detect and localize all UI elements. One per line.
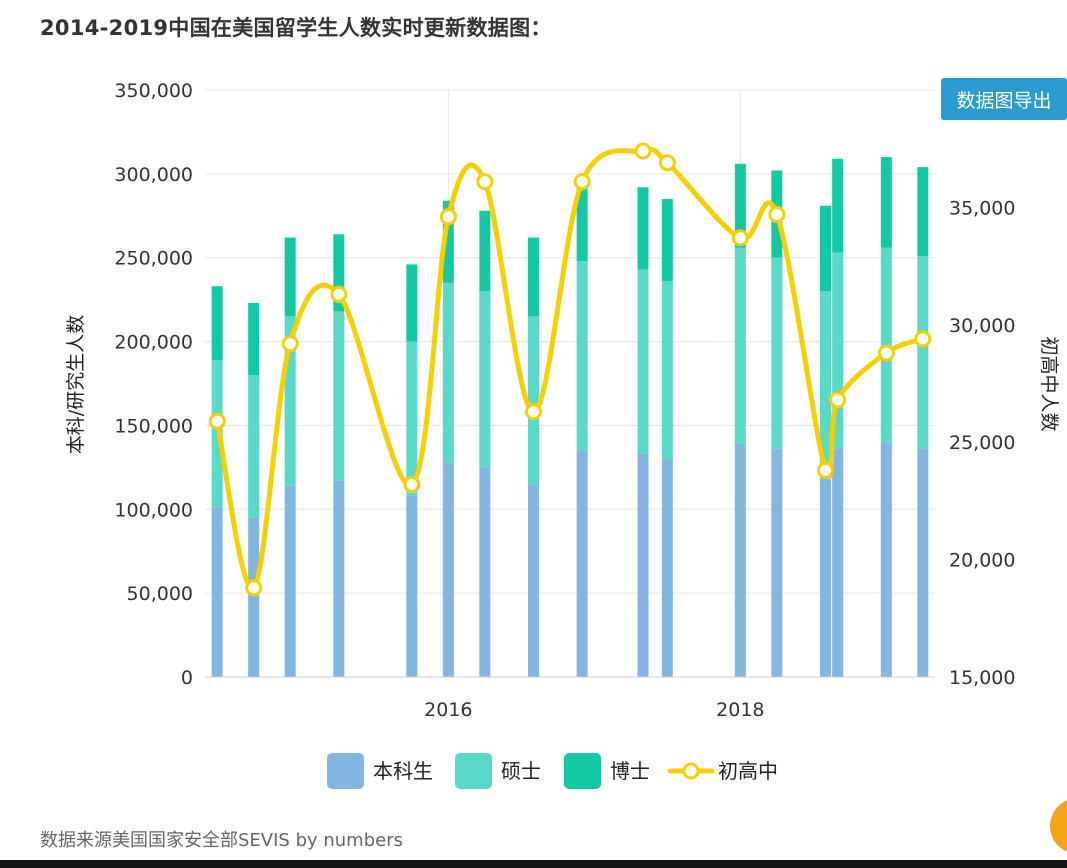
bottom-bar: [0, 860, 1067, 868]
line-point: [658, 154, 676, 172]
legend-label: 初高中: [718, 759, 778, 783]
bar-undergrad: [771, 448, 783, 677]
legend-swatch: [327, 753, 364, 789]
left-axis-title: 本科/研究生人数: [65, 315, 87, 454]
left-tick-label: 350,000: [114, 80, 193, 102]
bar-undergrad: [917, 448, 929, 677]
line-point: [768, 205, 786, 223]
floating-action-button[interactable]: [1050, 798, 1067, 854]
line-point: [525, 403, 542, 421]
line-point: [476, 173, 494, 191]
bar-phd: [211, 286, 223, 361]
legend-label: 硕士: [501, 759, 541, 783]
legend-label: 博士: [610, 759, 650, 783]
bar-master: [528, 316, 539, 485]
bar-phd: [917, 167, 929, 257]
bar-undergrad: [576, 450, 588, 677]
export-chart-button[interactable]: 数据图导出: [941, 78, 1067, 120]
bar-master: [832, 252, 844, 449]
bar-undergrad: [479, 467, 491, 677]
bar-undergrad: [637, 453, 649, 677]
bar-undergrad: [211, 507, 223, 677]
data-source-note: 数据来源美国国家安全部SEVIS by numbers: [40, 830, 403, 851]
legend-label: 本科生: [373, 759, 433, 783]
bar-phd: [442, 200, 454, 283]
bar-undergrad: [832, 448, 844, 677]
bar-phd: [880, 157, 892, 248]
left-tick-label: 250,000: [114, 248, 193, 270]
line-point: [330, 285, 348, 303]
right-tick-label: 20,000: [949, 550, 1015, 572]
bar-undergrad: [284, 485, 296, 677]
bar-phd: [406, 264, 418, 342]
line-point: [829, 391, 847, 409]
bar-undergrad: [442, 462, 454, 677]
right-tick-label: 25,000: [949, 432, 1015, 454]
line-point: [403, 475, 421, 493]
bar-phd: [528, 237, 539, 317]
bar-phd: [479, 210, 491, 292]
line-point: [281, 335, 299, 353]
line-point: [634, 142, 652, 160]
bar-master: [479, 291, 491, 468]
bar-master: [820, 291, 831, 466]
bar-master: [637, 269, 649, 454]
bar-undergrad: [820, 465, 831, 677]
bar-undergrad: [880, 442, 892, 677]
left-tick-label: 200,000: [114, 332, 193, 354]
line-point: [877, 344, 895, 362]
bar-master: [442, 282, 454, 463]
bar-undergrad: [248, 517, 260, 677]
bar-phd: [832, 158, 844, 253]
bar-phd: [637, 187, 649, 270]
bar-master: [406, 341, 418, 496]
bar-phd: [661, 199, 673, 282]
legend-swatch: [564, 753, 601, 789]
bar-master: [917, 256, 929, 449]
line-point: [439, 208, 457, 226]
bar-phd: [333, 234, 345, 312]
right-tick-label: 15,000: [949, 667, 1015, 689]
bar-master: [248, 375, 260, 518]
series-line-junior-senior-high: [214, 147, 926, 591]
left-tick-label: 100,000: [114, 499, 193, 521]
bar-master: [284, 316, 296, 486]
bar-phd: [820, 205, 831, 292]
bar-phd: [284, 237, 296, 317]
right-axis-title: 初高中人数: [1038, 336, 1060, 431]
left-tick-label: 50,000: [127, 583, 193, 605]
bar-master: [333, 311, 345, 481]
legend-marker: [682, 762, 700, 780]
line-point: [573, 173, 591, 191]
chart-title: 2014-2019中国在美国留学生人数实时更新数据图：: [40, 16, 552, 40]
line-point: [245, 579, 263, 597]
right-tick-label: 35,000: [949, 197, 1015, 219]
x-tick-label: 2018: [716, 699, 764, 721]
bar-undergrad: [333, 480, 345, 677]
bar-master: [734, 247, 746, 444]
left-tick-label: 300,000: [114, 164, 193, 186]
left-tick-label: 150,000: [114, 415, 193, 437]
bar-master: [661, 281, 673, 459]
legend-swatch: [455, 753, 492, 789]
line-point: [731, 229, 749, 247]
left-tick-label: 0: [181, 667, 193, 689]
bar-phd: [576, 183, 588, 262]
bar-phd: [734, 163, 746, 248]
x-tick-label: 2016: [424, 699, 472, 721]
bar-undergrad: [661, 458, 673, 677]
line-point: [817, 461, 834, 479]
line-point: [914, 330, 932, 348]
right-tick-label: 30,000: [949, 315, 1015, 337]
bar-undergrad: [528, 484, 539, 677]
bar-master: [576, 261, 588, 451]
bar-master: [771, 257, 783, 449]
bar-phd: [248, 302, 260, 376]
bar-undergrad: [406, 495, 418, 677]
line-point: [208, 412, 226, 430]
bar-undergrad: [734, 443, 746, 677]
